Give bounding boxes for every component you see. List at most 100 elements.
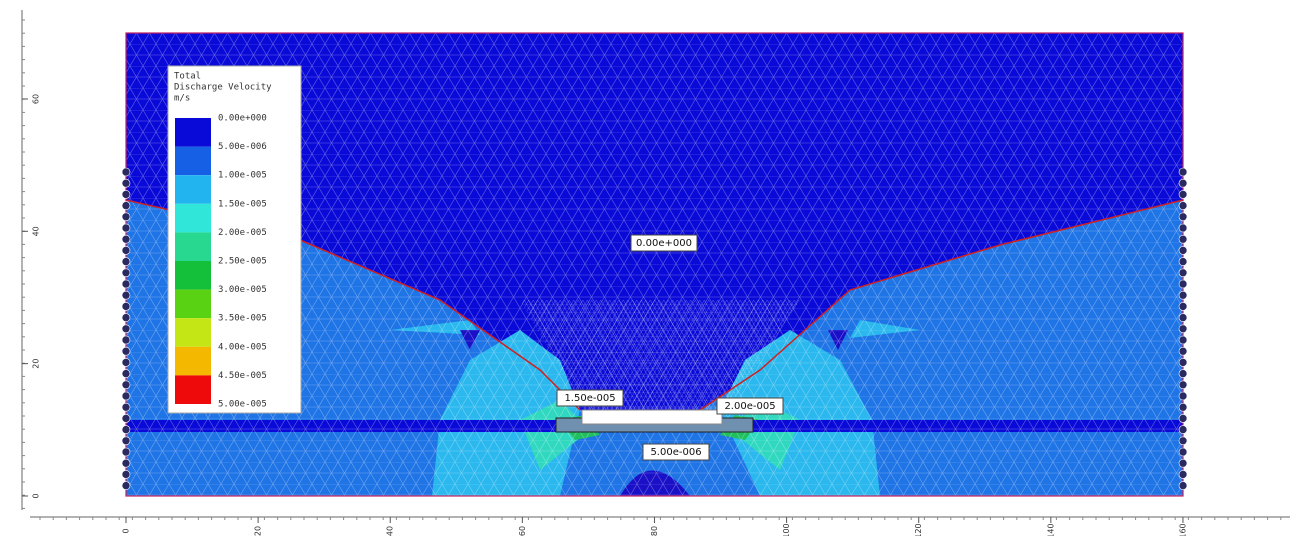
support [1178,380,1188,390]
support [1178,358,1188,367]
annotation-box [556,389,624,407]
legend-swatch [175,346,211,376]
legend-label: 0.00e+000 [218,114,267,124]
legend-title: m/s [174,94,190,104]
support [121,212,131,222]
support [1178,257,1188,266]
legend-label: 4.50e-005 [218,371,267,381]
x-tick-label: 80 [650,526,659,536]
legend-swatch [175,203,211,233]
y-tick-label: 0 [32,493,41,498]
support [121,167,131,177]
legend-swatch [175,375,211,404]
support [121,436,131,446]
support [1178,391,1188,401]
legend-swatch [175,146,211,176]
contours [125,32,1184,497]
legend-label: 3.00e-005 [218,285,267,295]
support [1178,268,1188,278]
legend-swatch [175,232,211,261]
support [121,458,131,468]
x-tick-label: 60 [518,526,527,536]
support [121,313,131,322]
annotation-box [630,234,698,252]
x-tick-label: 0 [122,528,131,533]
y-tick-label: 20 [32,359,41,369]
support [121,369,131,378]
support [121,324,131,334]
legend-swatch [175,118,211,147]
support [1178,346,1188,356]
support [1178,481,1188,490]
support [1178,436,1188,446]
legend-label: 1.00e-005 [218,171,267,181]
legend-title: Discharge Velocity [174,83,272,93]
legend-label: 2.00e-005 [218,228,267,238]
support [1178,425,1188,434]
annotation: 1.50e-005 [564,393,615,404]
x-tick-label: 20 [254,526,263,536]
x-tick-label: 120 [914,523,923,536]
support [121,346,131,356]
support [1178,458,1188,468]
support [121,178,131,188]
support [1178,447,1188,457]
support [121,302,131,311]
support [1178,369,1188,378]
x-tick-label: 160 [1178,523,1187,536]
x-tick-label: 40 [386,526,395,536]
support [121,268,131,278]
support [1178,223,1188,233]
support [121,223,131,233]
annotation: 2.00e-005 [724,401,775,412]
legend-label: 5.00e-006 [218,142,267,152]
support [121,470,131,479]
support [1178,324,1188,334]
support [121,257,131,266]
annotation: 0.00e+000 [636,238,692,249]
legend-swatch [175,318,211,347]
annotation-box [716,397,784,415]
legend-swatch [175,175,211,204]
boundary-supports [121,167,1188,490]
support [121,201,131,210]
x-tick-label: 100 [782,523,791,536]
support [121,234,131,244]
support [1178,279,1188,289]
support [1178,313,1188,322]
support [121,246,131,255]
legend-label: 1.50e-005 [218,199,267,209]
support [121,391,131,401]
y-tick-label: 60 [32,94,41,104]
support [121,290,131,300]
legend-label: 5.00e-005 [218,400,267,410]
support [1178,414,1188,423]
support [121,481,131,490]
support [1178,167,1188,177]
support [1178,212,1188,222]
support [1178,234,1188,244]
legend-swatch [175,261,211,290]
support [121,380,131,390]
legend-title: Total [174,72,201,82]
legend-label: 4.00e-005 [218,342,267,352]
support [1178,402,1188,412]
support [1178,246,1188,255]
support [121,425,131,434]
legend-swatch [175,289,211,319]
support [1178,470,1188,479]
y-tick-label: 40 [32,226,41,236]
support [1178,178,1188,188]
support [1178,201,1188,210]
legend-label: 2.50e-005 [218,257,267,267]
support [121,279,131,289]
support [1178,190,1188,199]
support [121,414,131,423]
support [1178,335,1188,345]
support [121,402,131,412]
support [1178,290,1188,300]
annotation-box [642,443,710,461]
support [121,358,131,367]
